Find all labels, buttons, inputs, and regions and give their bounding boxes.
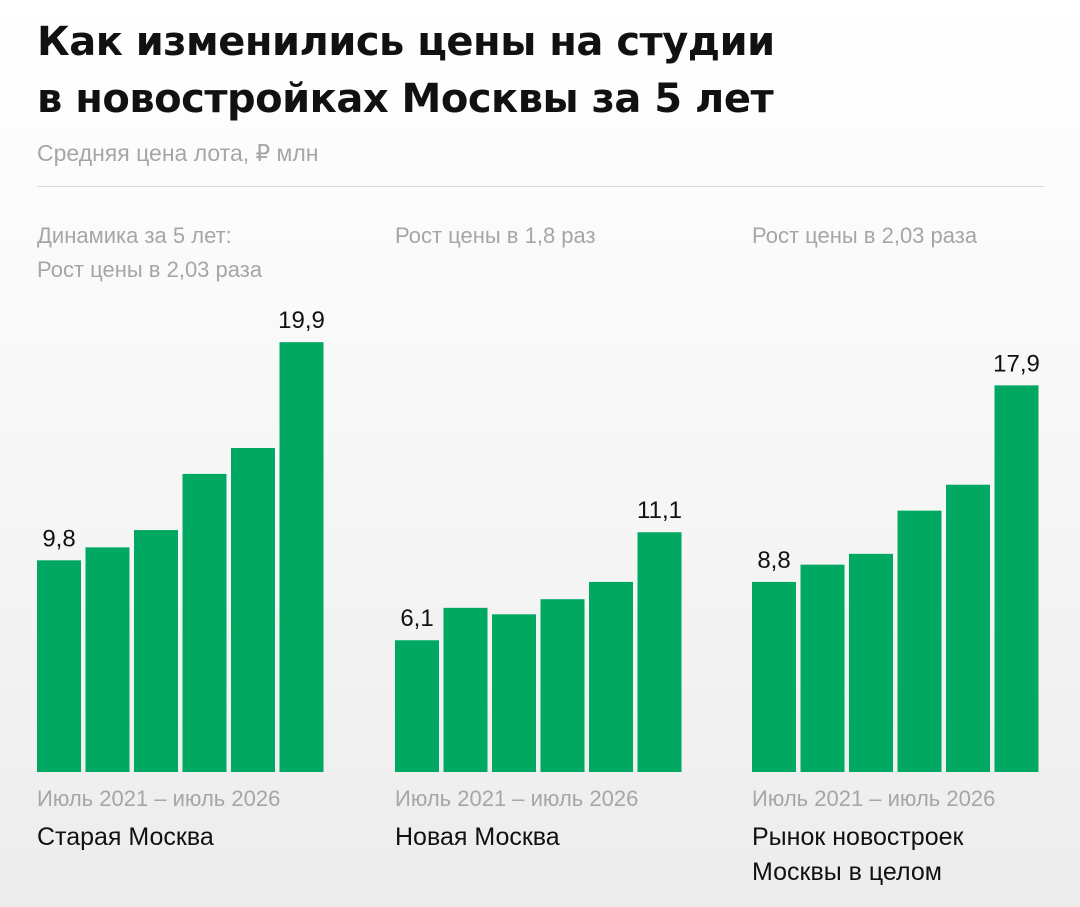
panel-name: Рынок новостроек Москвы в целом: [752, 820, 1072, 890]
bar: [443, 607, 488, 772]
period-label: Июль 2021 – июль 2026: [37, 786, 281, 811]
panel-name-line: Новая Москва: [395, 823, 560, 851]
note-line: Рост цены в 2,03 раза: [752, 223, 978, 248]
bar: [492, 614, 536, 772]
panel-note: Динамика за 5 лет: Рост цены в 2,03 раза: [37, 219, 357, 287]
panel-new-moscow: Рост цены в 1,8 раз 6,1 11,1 Июль 2021 – …: [395, 0, 725, 907]
panel-old-moscow: Динамика за 5 лет: Рост цены в 2,03 раза…: [37, 0, 367, 907]
bar: [37, 560, 81, 772]
bar: [946, 484, 990, 772]
note-line: Рост цены в 2,03 раза: [37, 257, 263, 282]
bar-chart-new-moscow: 6,1 11,1: [395, 497, 682, 772]
divider: [37, 186, 1044, 187]
panel-name: Новая Москва: [395, 820, 715, 855]
data-label: 19,9: [278, 307, 325, 334]
period-label: Июль 2021 – июль 2026: [395, 786, 639, 811]
chart-subtitle: Средняя цена лота, ₽ млн: [37, 140, 319, 166]
bar: [637, 532, 682, 772]
data-label: 11,1: [637, 497, 682, 524]
note-line: Рост цены в 1,8 раз: [395, 223, 596, 248]
bar: [231, 448, 275, 772]
bar: [752, 581, 796, 772]
panel-name-line: Старая Москва: [37, 823, 214, 851]
bar: [134, 530, 178, 772]
bar-chart-old-moscow: 9,8 19,9: [37, 307, 325, 772]
panel-note: Рост цены в 1,8 раз: [395, 219, 715, 253]
data-label: 9,8: [42, 525, 75, 552]
bar: [395, 640, 439, 772]
bar: [897, 510, 942, 772]
bar: [182, 473, 227, 772]
data-label: 8,8: [757, 547, 790, 574]
bar: [279, 342, 324, 772]
bar: [994, 385, 1039, 772]
title-line: Как изменились цены на студии: [37, 19, 775, 65]
note-line: Динамика за 5 лет:: [37, 223, 232, 248]
bar: [849, 553, 893, 772]
page-title: Как изменились цены на студии в новостро…: [37, 14, 1037, 128]
bar: [589, 581, 633, 772]
bar: [85, 547, 130, 772]
data-label: 6,1: [400, 605, 433, 632]
bar: [540, 599, 585, 772]
bar-chart-moscow-market: 8,8 17,9: [752, 350, 1040, 772]
period-label: Июль 2021 – июль 2026: [752, 786, 996, 811]
panel-name: Старая Москва: [37, 820, 357, 855]
panel-name-line: Москвы в целом: [752, 858, 942, 886]
title-line: в новостройках Москвы за 5 лет: [37, 76, 774, 122]
data-label: 17,9: [993, 350, 1040, 377]
panel-moscow-market: Рост цены в 2,03 раза 8,8 17,9 Июль 2021 …: [752, 0, 1080, 907]
panel-name-line: Рынок новостроек: [752, 823, 964, 851]
bar: [800, 564, 845, 772]
panel-note: Рост цены в 2,03 раза: [752, 219, 1072, 253]
